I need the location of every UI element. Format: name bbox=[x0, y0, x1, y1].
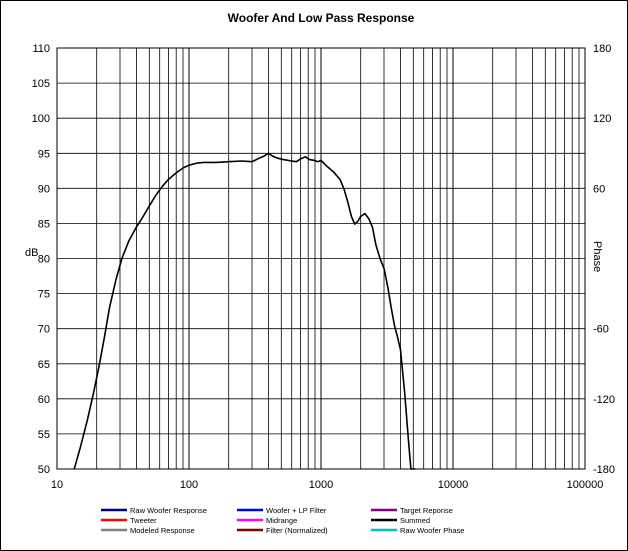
x-tick-label: 100 bbox=[180, 479, 198, 491]
x-tick-label: 1000 bbox=[309, 479, 333, 491]
x-tick-label: 100000 bbox=[567, 479, 604, 491]
y-tick-label: 60 bbox=[38, 394, 50, 406]
y2-axis-label: Phase bbox=[591, 241, 603, 272]
legend-label: Raw Woofer Phase bbox=[400, 526, 464, 535]
legend: Raw Woofer Response Woofer + LP Filter Tar… bbox=[101, 506, 464, 535]
y-tick-label: 110 bbox=[32, 43, 50, 55]
y-axis-label: dB bbox=[25, 247, 38, 259]
y2-tick-label: 120 bbox=[593, 113, 611, 125]
y2-tick-label: -60 bbox=[593, 324, 609, 336]
y2-tick-label: 60 bbox=[593, 183, 605, 195]
plot-area-border bbox=[56, 47, 586, 470]
y-tick-label: 105 bbox=[32, 78, 50, 90]
y2-tick-label: 180 bbox=[593, 43, 611, 55]
legend-label: Filter (Normalized) bbox=[266, 526, 328, 535]
y-tick-label: 80 bbox=[38, 254, 50, 266]
y2-tick-label: -120 bbox=[593, 394, 615, 406]
y-tick-label: 70 bbox=[38, 324, 50, 336]
legend-label: Summed bbox=[400, 516, 430, 525]
y-tick-label: 75 bbox=[38, 289, 50, 301]
y-tick-label: 95 bbox=[38, 148, 50, 160]
y-tick-label: 100 bbox=[32, 113, 50, 125]
y-tick-label: 65 bbox=[38, 359, 50, 371]
legend-label: Tweeter bbox=[130, 516, 157, 525]
series-layer bbox=[73, 152, 416, 470]
series-line-summed bbox=[73, 152, 416, 470]
legend-label: Modeled Response bbox=[130, 526, 195, 535]
legend-label: Raw Woofer Response bbox=[130, 506, 207, 515]
y-tick-label: 55 bbox=[38, 429, 50, 441]
grid bbox=[57, 48, 585, 469]
x-tick-label: 10 bbox=[51, 479, 63, 491]
y-tick-label: 90 bbox=[38, 183, 50, 195]
y-tick-label: 85 bbox=[38, 218, 50, 230]
y-tick-label: 50 bbox=[38, 464, 50, 476]
legend-label: Midrange bbox=[266, 516, 297, 525]
chart-title: Woofer And Low Pass Response bbox=[228, 11, 415, 25]
legend-label: Target Reponse bbox=[400, 506, 453, 515]
tick-labels: 110 105 100 95 90 85 80 75 70 65 60 55 50 180 120 60 -60… bbox=[32, 43, 615, 491]
legend-label: Woofer + LP Filter bbox=[266, 506, 327, 515]
x-tick-label: 10000 bbox=[438, 479, 469, 491]
y2-tick-label: -180 bbox=[593, 464, 615, 476]
